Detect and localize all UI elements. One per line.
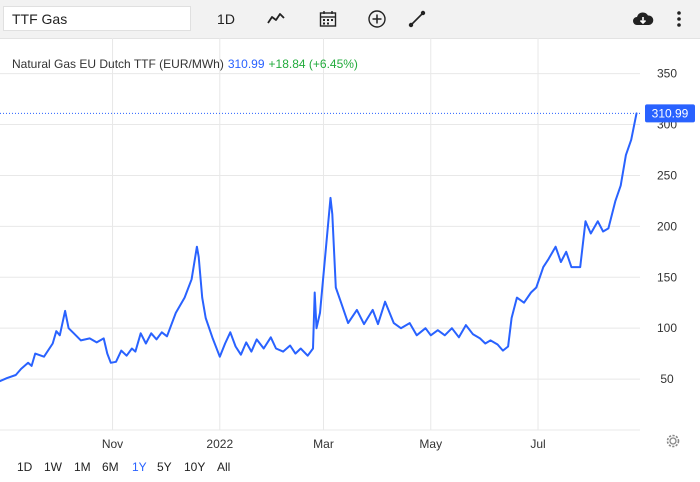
cloud-download-button[interactable] xyxy=(628,6,658,32)
y-tick-label: 350 xyxy=(657,67,677,81)
x-tick-label: Nov xyxy=(102,437,123,451)
range-selector: 1D 1W 1M 6M 1Y 5Y 10Y All xyxy=(0,458,700,482)
range-button-1m[interactable]: 1M xyxy=(74,460,91,474)
range-button-10y[interactable]: 10Y xyxy=(184,460,206,474)
range-button-1w[interactable]: 1W xyxy=(44,460,62,474)
range-button-1d[interactable]: 1D xyxy=(17,460,33,474)
instrument-name: Natural Gas EU Dutch TTF (EUR/MWh) xyxy=(12,57,224,71)
price-change: +18.84 (+6.45%) xyxy=(268,57,358,71)
last-price-badge-label: 310.99 xyxy=(652,106,689,120)
cloud-download-icon xyxy=(633,12,654,25)
y-tick-label: 150 xyxy=(657,270,677,284)
x-tick-label: May xyxy=(419,437,442,451)
add-indicator-icon xyxy=(368,10,386,28)
x-tick-label: Mar xyxy=(313,437,334,451)
chart-type-button[interactable] xyxy=(262,6,292,32)
range-button-5y[interactable]: 5Y xyxy=(157,460,172,474)
range-button-1y[interactable]: 1Y xyxy=(132,460,147,474)
draw-line-button[interactable] xyxy=(402,6,432,32)
more-menu-icon xyxy=(677,11,681,27)
chart-legend: Natural Gas EU Dutch TTF (EUR/MWh) 310.99… xyxy=(12,57,358,71)
y-tick-label: 50 xyxy=(660,372,674,386)
range-button-6m[interactable]: 6M xyxy=(102,460,119,474)
range-button-all[interactable]: All xyxy=(217,460,231,474)
last-price-badge xyxy=(645,104,695,123)
symbol-search-input[interactable] xyxy=(3,6,191,31)
more-menu-button[interactable] xyxy=(664,6,694,32)
add-indicator-button[interactable] xyxy=(362,6,392,32)
last-price: 310.99 xyxy=(227,57,265,71)
y-tick-label: 100 xyxy=(657,321,677,335)
x-tick-label: Jul xyxy=(530,437,545,451)
y-tick-label: 250 xyxy=(657,168,677,182)
interval-button[interactable]: 1D xyxy=(217,11,235,27)
chart-type-icon xyxy=(267,13,285,24)
toolbar: 1D xyxy=(0,0,700,39)
calendar-button[interactable] xyxy=(313,6,343,32)
x-tick-label: 2022 xyxy=(206,437,233,451)
price-series-line xyxy=(0,112,638,383)
calendar-icon xyxy=(319,11,337,27)
chart-settings-icon[interactable] xyxy=(664,432,682,450)
y-tick-label: 200 xyxy=(657,219,677,233)
draw-line-icon xyxy=(408,10,426,28)
